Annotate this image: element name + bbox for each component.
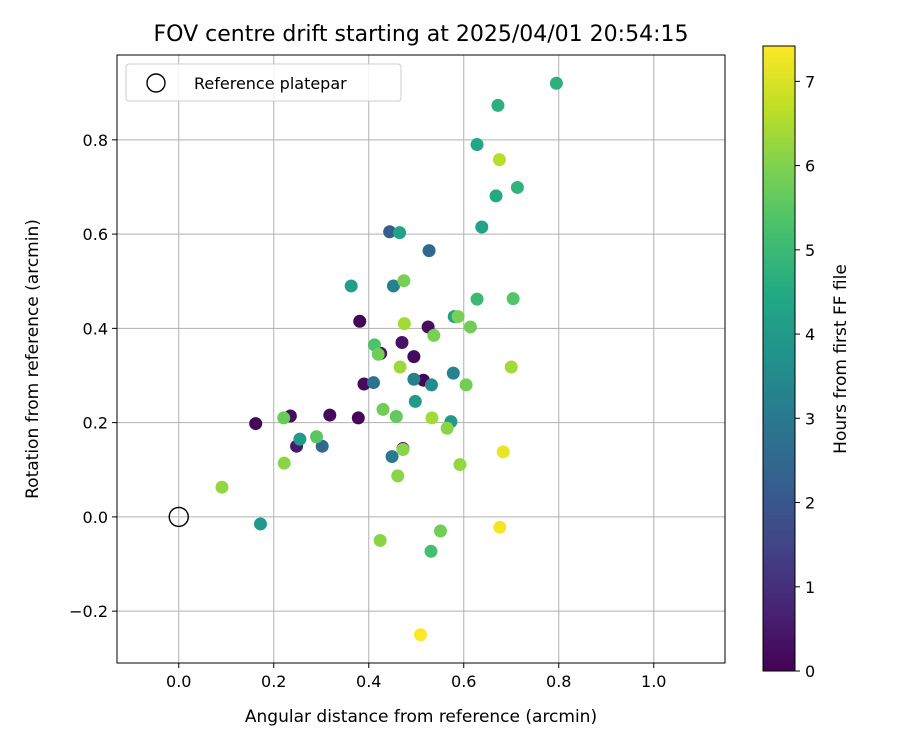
- y-tick-label: −0.2: [69, 602, 108, 621]
- colorbar-tick-label: 0: [805, 662, 815, 681]
- scatter-point: [391, 469, 405, 483]
- scatter-point: [408, 394, 422, 408]
- scatter-point: [353, 314, 367, 328]
- scatter-point: [433, 524, 447, 538]
- x-axis-ticks: 0.0 0.2 0.4 0.6 0.8 1.0: [166, 663, 666, 691]
- colorbar-tick-label: 4: [805, 325, 815, 344]
- scatter-point: [504, 360, 518, 374]
- scatter-point: [470, 138, 484, 152]
- scatter-point: [315, 439, 329, 453]
- colorbar-gradient: [762, 45, 796, 672]
- scatter-point: [310, 430, 323, 444]
- scatter-point: [549, 76, 563, 90]
- x-tick-label: 1.0: [641, 672, 666, 691]
- scatter-point: [424, 544, 438, 558]
- scatter-point: [277, 456, 291, 470]
- scatter-point: [395, 336, 409, 350]
- data-points: [215, 76, 563, 642]
- x-tick-label: 0.8: [546, 672, 571, 691]
- legend-entry-reference-platepar: Reference platepar: [194, 74, 347, 93]
- colorbar-ticks: 0 1 2 3 4 5 6 7: [795, 72, 815, 681]
- scatter-point: [427, 328, 441, 342]
- legend: Reference platepar: [125, 63, 402, 102]
- colorbar-tick-label: 2: [805, 494, 815, 513]
- scatter-point: [373, 533, 387, 547]
- scatter-point: [371, 347, 385, 361]
- y-tick-label: 0.2: [83, 414, 108, 433]
- scatter-point: [393, 226, 407, 240]
- scatter-point: [489, 189, 503, 203]
- scatter-point: [506, 292, 520, 306]
- scatter-point: [475, 220, 489, 234]
- scatter-point: [453, 458, 467, 472]
- scatter-point: [510, 180, 524, 194]
- scatter-point: [386, 279, 400, 293]
- scatter-point: [385, 450, 399, 464]
- scatter-point: [407, 372, 421, 386]
- y-axis-label: Rotation from reference (arcmin): [23, 219, 43, 499]
- scatter-point: [451, 310, 465, 324]
- scatter-point: [424, 378, 438, 392]
- scatter-point: [323, 408, 337, 422]
- scatter-point: [492, 153, 506, 167]
- y-tick-label: 0.8: [83, 131, 108, 150]
- colorbar: 0 1 2 3 4 5 6 7 Hours from first FF file: [762, 45, 851, 681]
- scatter-point: [215, 480, 229, 494]
- x-tick-label: 0.0: [166, 672, 191, 691]
- scatter-point: [496, 445, 510, 459]
- scatter-point: [344, 279, 358, 293]
- x-tick-label: 0.2: [261, 672, 286, 691]
- scatter-point: [253, 517, 267, 531]
- scatter-point: [396, 442, 410, 456]
- reference-platepar-marker: [168, 506, 189, 528]
- plot-frame: [116, 54, 726, 664]
- scatter-point: [397, 274, 411, 288]
- colorbar-tick-label: 3: [805, 409, 815, 428]
- y-tick-label: 0.4: [83, 319, 108, 338]
- plot-area: [117, 55, 725, 663]
- legend-marker-icon: [146, 73, 166, 93]
- scatter-point: [446, 366, 460, 380]
- scatter-point: [389, 410, 403, 424]
- scatter-point: [425, 411, 439, 425]
- scatter-point: [393, 360, 407, 374]
- y-axis-ticks: −0.2 0.0 0.2 0.4 0.6 0.8: [69, 131, 117, 621]
- scatter-point: [407, 350, 421, 364]
- scatter-point: [459, 378, 473, 392]
- scatter-point: [422, 244, 436, 258]
- colorbar-tick-label: 7: [805, 72, 815, 91]
- scatter-point: [376, 402, 390, 416]
- legend-box: [125, 63, 402, 102]
- scatter-point: [414, 628, 428, 642]
- x-tick-label: 0.4: [356, 672, 381, 691]
- scatter-point: [493, 520, 507, 534]
- scatter-point: [383, 225, 397, 239]
- scatter-point: [470, 292, 484, 306]
- scatter-point: [397, 317, 411, 331]
- colorbar-tick-label: 5: [805, 241, 815, 260]
- scatter-point: [357, 377, 371, 391]
- scatter-point: [293, 432, 307, 446]
- colorbar-tick-label: 1: [805, 578, 815, 597]
- x-axis-label: Angular distance from reference (arcmin): [245, 707, 597, 727]
- scatter-point: [249, 417, 263, 431]
- y-tick-label: 0.0: [83, 508, 108, 527]
- scatter-point: [463, 320, 477, 334]
- scatter-point: [440, 421, 454, 435]
- scatter-point: [351, 411, 365, 425]
- scatter-point: [277, 411, 291, 425]
- chart-title: FOV centre drift starting at 2025/04/01 …: [154, 22, 689, 47]
- colorbar-tick-label: 6: [805, 157, 815, 176]
- reference-marker: [168, 506, 189, 528]
- x-tick-label: 0.6: [451, 672, 476, 691]
- grid-lines: [117, 55, 725, 663]
- scatter-point: [491, 98, 505, 112]
- colorbar-label: Hours from first FF file: [831, 264, 851, 454]
- scatter-point: [367, 376, 380, 390]
- y-tick-label: 0.6: [83, 225, 108, 244]
